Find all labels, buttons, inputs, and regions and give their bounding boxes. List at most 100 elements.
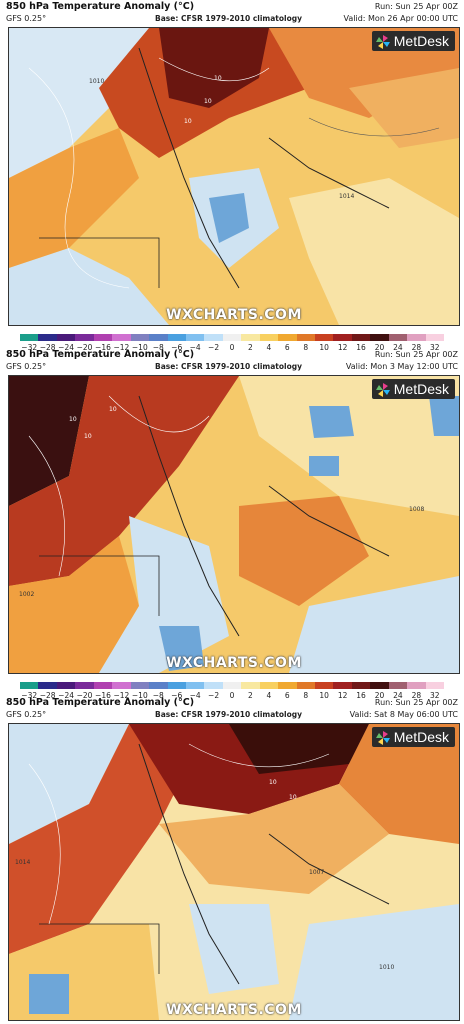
scale-tick-label: −28 — [39, 691, 56, 700]
svg-text:10: 10 — [184, 118, 192, 125]
chart-title: 850 hPa Temperature Anomaly (°C) — [6, 697, 195, 708]
svg-text:10: 10 — [214, 75, 222, 82]
color-scale-1: −32 −28 −24 −20 −16 −12 −10 −8 −6 −4 −2 0 2 4 6 8 10 12 16… — [0, 330, 464, 354]
scale-swatch — [167, 334, 186, 341]
scale-swatch — [259, 682, 279, 689]
scale-ticks: −32 −28 −24 −20 −16 −12 −10 −8 −6 −4 −2 0 2 4 6 8 10 12 16… — [14, 691, 450, 701]
scale-swatch — [296, 334, 315, 341]
scale-swatch — [278, 334, 297, 341]
scale-tick-label: −2 — [208, 691, 220, 700]
scale-swatch — [38, 334, 57, 341]
metdesk-logo: MetDesk — [371, 379, 455, 399]
scale-swatch — [315, 682, 334, 689]
chart-title: 850 hPa Temperature Anomaly (°C) — [6, 349, 195, 360]
base-label: Base: CFSR 1979-2010 climatology — [155, 14, 303, 23]
scale-tick-label: −16 — [95, 691, 111, 700]
svg-text:1010: 1010 — [379, 964, 394, 971]
scale-tick-label: −16 — [95, 343, 111, 352]
anomaly-map: 10 10 10 1002 1008 MetDesk WXCHARTS.COM — [8, 375, 460, 674]
scale-swatch — [388, 682, 408, 689]
scale-tick-label: −12 — [113, 343, 130, 352]
wxcharts-watermark: WXCHARTS.COM — [166, 655, 302, 671]
scale-tick-label: −10 — [131, 691, 148, 700]
scale-swatch — [370, 334, 389, 341]
scale-bar — [20, 682, 445, 689]
svg-text:10: 10 — [69, 416, 77, 423]
scale-swatch — [93, 682, 113, 689]
scale-swatch — [112, 334, 131, 341]
scale-tick-label: 24 — [393, 343, 403, 352]
metdesk-pinwheel-icon — [375, 731, 390, 745]
scale-tick-label: 20 — [374, 691, 385, 700]
scale-swatch — [75, 682, 94, 689]
scale-swatch — [167, 682, 186, 689]
scale-tick-label: 6 — [284, 343, 290, 352]
scale-ticks: −32 −28 −24 −20 −16 −12 −10 −8 −6 −4 −2 0 2 4 6 8 10 12 16… — [14, 343, 450, 353]
svg-text:1014: 1014 — [15, 859, 30, 866]
scale-swatch — [241, 334, 260, 341]
scale-swatch — [351, 334, 371, 341]
scale-swatch — [388, 334, 408, 341]
wxcharts-watermark: WXCHARTS.COM — [166, 307, 302, 323]
svg-text:1014: 1014 — [339, 193, 354, 200]
metdesk-label: MetDesk — [393, 729, 449, 745]
forecast-panel-3: 850 hPa Temperature Anomaly (°C) GFS 0.2… — [0, 696, 464, 1024]
scale-swatch — [20, 334, 39, 341]
metdesk-logo: MetDesk — [371, 31, 455, 51]
anomaly-map: 10 10 1014 1010 1007 MetDesk WXCHARTS.CO… — [8, 723, 460, 1021]
scale-swatch — [204, 334, 223, 341]
forecast-panel-1: 850 hPa Temperature Anomaly (°C) GFS 0.2… — [0, 0, 464, 330]
scale-tick-label: −4 — [189, 691, 201, 700]
scale-tick-label: 6 — [284, 691, 290, 700]
scale-tick-label: 0 — [229, 343, 235, 352]
scale-tick-label: 0 — [229, 691, 235, 700]
scale-tick-label: −32 — [21, 691, 38, 700]
scale-swatch — [149, 334, 168, 341]
scale-swatch — [425, 334, 445, 341]
svg-text:10: 10 — [109, 406, 117, 413]
scale-swatch — [278, 682, 297, 689]
scale-tick-label: −28 — [39, 343, 56, 352]
run-label: Run: Sun 25 Apr 00Z — [374, 2, 458, 11]
anomaly-field: 10 10 10 1010 1014 — [9, 28, 459, 325]
scale-tick-label: −10 — [131, 343, 148, 352]
scale-tick-label: 8 — [303, 691, 309, 700]
scale-tick-label: −4 — [189, 343, 201, 352]
forecast-panel-2: 850 hPa Temperature Anomaly (°C) GFS 0.2… — [0, 348, 464, 678]
scale-swatch — [315, 334, 334, 341]
scale-tick-label: 2 — [248, 691, 253, 700]
scale-swatch — [185, 334, 205, 341]
scale-swatch — [130, 334, 150, 341]
valid-label: Valid: Mon 26 Apr 00:00 UTC — [343, 14, 459, 23]
scale-swatch — [38, 682, 57, 689]
scale-swatch — [370, 682, 389, 689]
scale-swatch — [222, 682, 242, 689]
scale-tick-label: −24 — [58, 691, 74, 700]
scale-swatch — [149, 682, 168, 689]
anomaly-map: 10 10 10 1010 1014 MetDesk WXCHARTS.COM — [8, 27, 460, 326]
scale-swatch — [75, 334, 94, 341]
model-label: GFS 0.25° — [6, 710, 47, 719]
svg-text:1010: 1010 — [89, 78, 104, 85]
scale-tick-label: 10 — [319, 343, 329, 352]
scale-swatch — [222, 334, 242, 341]
run-label: Run: Sun 25 Apr 00Z — [374, 698, 458, 707]
valid-label: Valid: Mon 3 May 12:00 UTC — [345, 362, 458, 371]
run-label: Run: Sun 25 Apr 00Z — [374, 350, 458, 359]
scale-swatch — [407, 334, 426, 341]
scale-tick-label: −12 — [113, 691, 130, 700]
scale-tick-label: 24 — [393, 691, 403, 700]
svg-text:1002: 1002 — [19, 591, 34, 598]
scale-tick-label: 10 — [319, 691, 329, 700]
metdesk-pinwheel-icon — [375, 35, 390, 49]
scale-tick-label: −6 — [171, 343, 183, 352]
metdesk-label: MetDesk — [393, 33, 449, 49]
scale-swatch — [351, 682, 371, 689]
scale-tick-label: −8 — [152, 691, 164, 700]
anomaly-field: 10 10 1014 1010 1007 — [9, 724, 459, 1020]
model-label: GFS 0.25° — [6, 362, 47, 371]
scale-tick-label: 16 — [356, 343, 366, 352]
anomaly-field: 10 10 10 1002 1008 — [9, 376, 459, 673]
metdesk-label: MetDesk — [393, 381, 449, 397]
scale-tick-label: −2 — [208, 343, 220, 352]
